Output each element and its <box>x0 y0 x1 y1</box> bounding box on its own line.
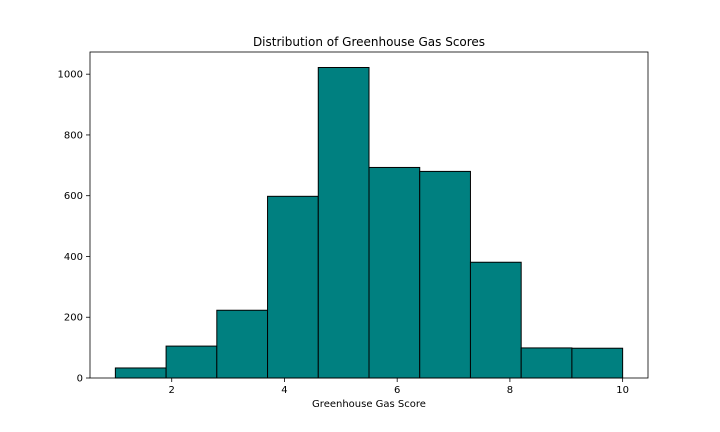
y-tick-label: 600 <box>64 191 83 202</box>
histogram-bar <box>571 347 624 379</box>
x-axis-title: Greenhouse Gas Score <box>312 399 426 410</box>
y-tick-label: 200 <box>64 313 83 324</box>
plot-frame <box>89 51 649 379</box>
histogram-bar <box>419 170 471 379</box>
chart-title: Distribution of Greenhouse Gas Scores <box>253 35 485 49</box>
y-axis: 0 200 400 600 800 1000 <box>58 70 90 385</box>
histogram-bar <box>469 261 522 379</box>
histogram-bar <box>267 195 319 379</box>
y-tick-label: 0 <box>77 374 83 385</box>
x-tick-label: 2 <box>169 385 175 396</box>
histogram-bar <box>114 367 167 379</box>
x-tick-label: 6 <box>394 385 400 396</box>
x-axis: 2 4 6 8 10 <box>169 378 629 396</box>
x-tick-label: 8 <box>507 385 513 396</box>
histogram-bar <box>216 309 269 379</box>
y-tick-label: 400 <box>64 252 83 263</box>
x-tick-label: 10 <box>616 385 629 396</box>
histogram-bar <box>520 347 573 379</box>
y-tick-label: 1000 <box>58 70 83 81</box>
histogram-bar <box>368 166 421 379</box>
y-tick-label: 800 <box>64 130 83 141</box>
x-tick-label: 4 <box>281 385 287 396</box>
bars-group <box>114 66 624 379</box>
histogram-bar <box>165 345 218 379</box>
histogram-bar <box>317 66 370 379</box>
